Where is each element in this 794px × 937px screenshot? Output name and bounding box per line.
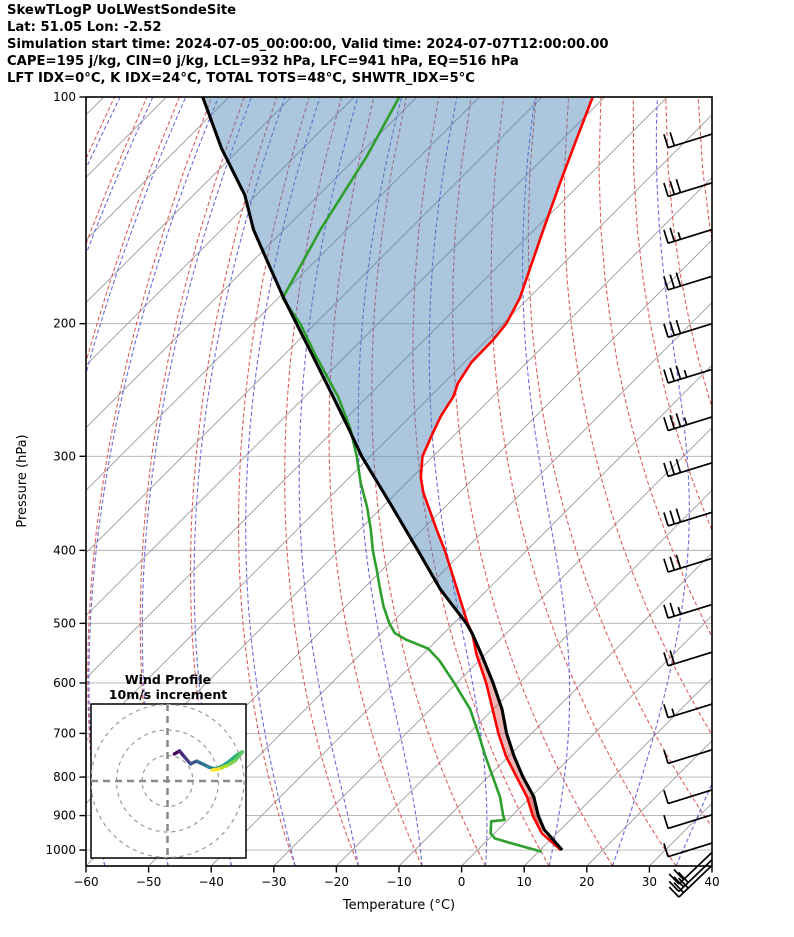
x-tick-label: 30 [642, 875, 657, 889]
temperature-curve [419, 97, 594, 851]
y-tick-label: 100 [53, 90, 76, 104]
x-tick-label: −10 [386, 875, 411, 889]
wind-barb [663, 789, 713, 805]
cape-cin-shading [202, 97, 593, 831]
wind-barb [668, 859, 713, 893]
wind-barb [663, 748, 713, 765]
y-axis-label: Pressure (hPa) [15, 434, 30, 527]
x-tick-label: 10 [517, 875, 532, 889]
y-tick-label: 600 [53, 676, 76, 690]
header: SkewTLogP UoLWestSondeSite Lat: 51.05 Lo… [7, 3, 609, 86]
y-tick-label: 300 [53, 449, 76, 463]
wind-barb [663, 814, 713, 830]
wind-barb [663, 508, 713, 527]
isotherms [86, 97, 712, 866]
inset-title: Wind Profile [125, 672, 211, 687]
wind-barb [663, 272, 713, 291]
x-tick-label: 0 [458, 875, 466, 889]
cape-cin-line: CAPE=195 j/kg, CIN=0 j/kg, LCL=932 hPa, … [7, 54, 519, 69]
x-tick-label: −20 [324, 875, 349, 889]
hodograph-segment [232, 750, 245, 763]
wind-barb [663, 227, 713, 245]
wind-barb [663, 602, 713, 619]
speed-ring [115, 729, 220, 833]
hodograph [91, 704, 246, 858]
inset-subtitle: 10m/s increment [109, 687, 227, 702]
wind-profile-inset: Wind Profile 10m/s increment [90, 672, 247, 859]
x-axis-label: Temperature (°C) [342, 898, 455, 913]
wind-barbs [663, 132, 713, 898]
figure-title: SkewTLogP UoLWestSondeSite [7, 3, 236, 18]
wind-barb [663, 842, 713, 858]
x-tick-label: −30 [261, 875, 286, 889]
wind-barb [663, 554, 713, 573]
x-tick-label: −40 [199, 875, 224, 889]
wind-barb [663, 703, 713, 719]
wind-barb [663, 178, 713, 198]
x-tick-label: −50 [136, 875, 161, 889]
valid-time-line: Simulation start time: 2024-07-05_00:00:… [7, 37, 609, 52]
parcel-curve [201, 97, 564, 852]
y-axis-ticks: 100 200 300 400 500 600 700 800 900 1000 [45, 90, 86, 857]
hodograph-segment [210, 767, 221, 772]
lat-lon-line: Lat: 51.05 Lon: -2.52 [7, 20, 162, 35]
x-axis-ticks: −60 −50 −40 −30 −20 −10 0 10 20 30 40 [73, 866, 720, 889]
wind-barb [663, 319, 713, 339]
wind-barb [668, 864, 713, 898]
wind-barb [663, 413, 713, 432]
y-tick-label: 1000 [45, 843, 76, 857]
y-tick-label: 800 [53, 770, 76, 784]
x-tick-label: 40 [704, 875, 719, 889]
wind-barb [663, 458, 713, 478]
stability-idx-line: LFT IDX=0°C, K IDX=24°C, TOTAL TOTS=48°C… [7, 71, 475, 86]
wind-barb [663, 132, 713, 149]
y-tick-label: 700 [53, 726, 76, 740]
sounding-curves [201, 97, 594, 853]
speed-ring [141, 754, 194, 808]
y-tick-label: 500 [53, 616, 76, 630]
y-tick-label: 400 [53, 543, 76, 557]
x-tick-label: −60 [73, 875, 98, 889]
y-tick-label: 900 [53, 809, 76, 823]
wind-barb [663, 650, 713, 667]
y-tick-label: 200 [53, 317, 76, 331]
x-tick-label: 20 [579, 875, 594, 889]
dewpoint-curve [281, 97, 543, 853]
speed-ring [91, 704, 245, 858]
wind-barb [663, 365, 713, 384]
